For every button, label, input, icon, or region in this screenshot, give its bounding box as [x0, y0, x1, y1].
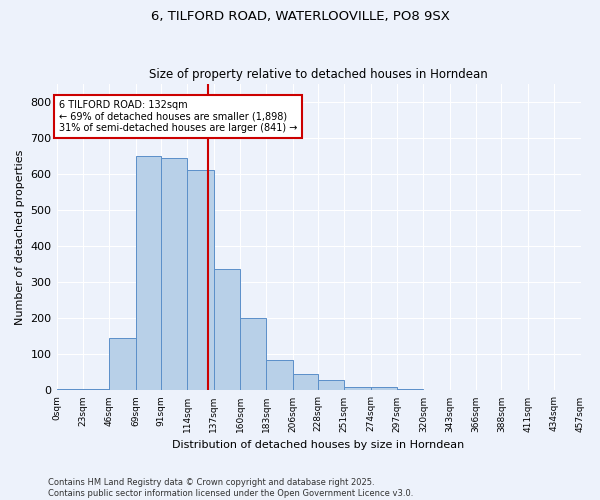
Text: Contains HM Land Registry data © Crown copyright and database right 2025.
Contai: Contains HM Land Registry data © Crown c…	[48, 478, 413, 498]
Bar	[56, 388, 83, 390]
Y-axis label: Number of detached properties: Number of detached properties	[15, 150, 25, 324]
Bar	[371, 387, 397, 390]
Bar	[266, 360, 293, 390]
Bar	[161, 158, 187, 390]
Bar	[109, 338, 136, 390]
Bar	[397, 388, 424, 390]
X-axis label: Distribution of detached houses by size in Horndean: Distribution of detached houses by size …	[172, 440, 464, 450]
Text: 6, TILFORD ROAD, WATERLOOVILLE, PO8 9SX: 6, TILFORD ROAD, WATERLOOVILLE, PO8 9SX	[151, 10, 449, 23]
Bar	[293, 374, 318, 390]
Text: 6 TILFORD ROAD: 132sqm
← 69% of detached houses are smaller (1,898)
31% of semi-: 6 TILFORD ROAD: 132sqm ← 69% of detached…	[59, 100, 297, 133]
Title: Size of property relative to detached houses in Horndean: Size of property relative to detached ho…	[149, 68, 488, 81]
Bar	[83, 388, 109, 390]
Bar	[344, 387, 371, 390]
Bar	[214, 270, 240, 390]
Bar	[187, 170, 214, 390]
Bar	[240, 318, 266, 390]
Bar	[136, 156, 161, 390]
Bar	[318, 380, 344, 390]
